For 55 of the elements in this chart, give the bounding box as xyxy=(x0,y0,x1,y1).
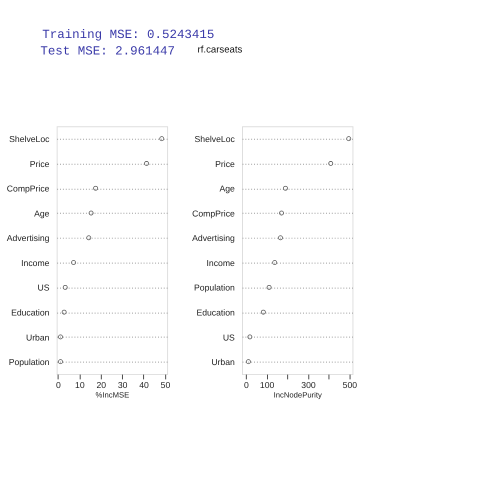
point xyxy=(58,359,63,364)
y-tick-label: US xyxy=(222,332,236,342)
x-tick-label: 40 xyxy=(139,380,150,390)
x-axis-title: IncNodePurity xyxy=(274,390,322,400)
y-tick-label: Income xyxy=(206,258,236,268)
y-tick-label: Advertising xyxy=(6,233,50,244)
point xyxy=(266,284,272,290)
y-tick-label: Advertising xyxy=(192,233,236,244)
y-tick-label: ShelveLoc xyxy=(9,134,50,144)
y-tick-label: Price xyxy=(30,158,50,169)
y-tick-label: Income xyxy=(21,258,50,268)
point xyxy=(247,334,252,340)
point xyxy=(346,136,352,142)
y-tick-label: Price xyxy=(215,158,236,169)
point xyxy=(62,284,68,290)
y-tick-label: CompPrice xyxy=(6,184,50,194)
y-tick-label: CompPrice xyxy=(192,208,236,218)
x-tick-label: 0 xyxy=(244,380,250,390)
y-tick-label: Population xyxy=(194,282,236,293)
x-axis-title: %IncMSE xyxy=(96,390,130,400)
y-tick-label: ShelveLoc xyxy=(194,134,236,144)
point xyxy=(88,210,94,216)
point xyxy=(279,210,284,216)
point xyxy=(283,186,288,191)
point xyxy=(272,260,278,266)
text: rf.carseats xyxy=(198,44,243,56)
x-tick-label: 20 xyxy=(96,380,106,390)
point xyxy=(144,161,149,166)
point xyxy=(246,359,251,364)
y-tick-label: Education xyxy=(11,308,50,318)
x-tick-label: 0 xyxy=(56,380,62,390)
point xyxy=(328,161,334,166)
text: Training MSE: 0.5243415 xyxy=(42,28,214,42)
point xyxy=(58,334,63,340)
y-tick-label: Urban xyxy=(211,357,236,368)
x-tick-label: 100 xyxy=(260,380,275,390)
point xyxy=(71,260,76,266)
x-tick-label: 10 xyxy=(75,380,85,390)
point xyxy=(86,235,92,240)
point xyxy=(260,310,266,315)
point xyxy=(93,186,98,191)
y-tick-label: Education xyxy=(196,308,236,318)
x-tick-label: 300 xyxy=(301,380,316,390)
y-tick-label: Urban xyxy=(26,332,50,342)
x-tick-label: 50 xyxy=(160,380,170,390)
x-tick-label: 500 xyxy=(342,380,358,390)
y-tick-label: Age xyxy=(219,184,236,194)
point xyxy=(62,310,67,315)
y-tick-label: Population xyxy=(8,357,50,368)
text: Test MSE: 2.961447 xyxy=(40,44,176,58)
x-tick-label: 30 xyxy=(118,380,128,390)
point xyxy=(159,136,164,142)
y-tick-label: Age xyxy=(34,208,50,218)
y-tick-label: US xyxy=(37,282,50,293)
point xyxy=(278,235,283,240)
